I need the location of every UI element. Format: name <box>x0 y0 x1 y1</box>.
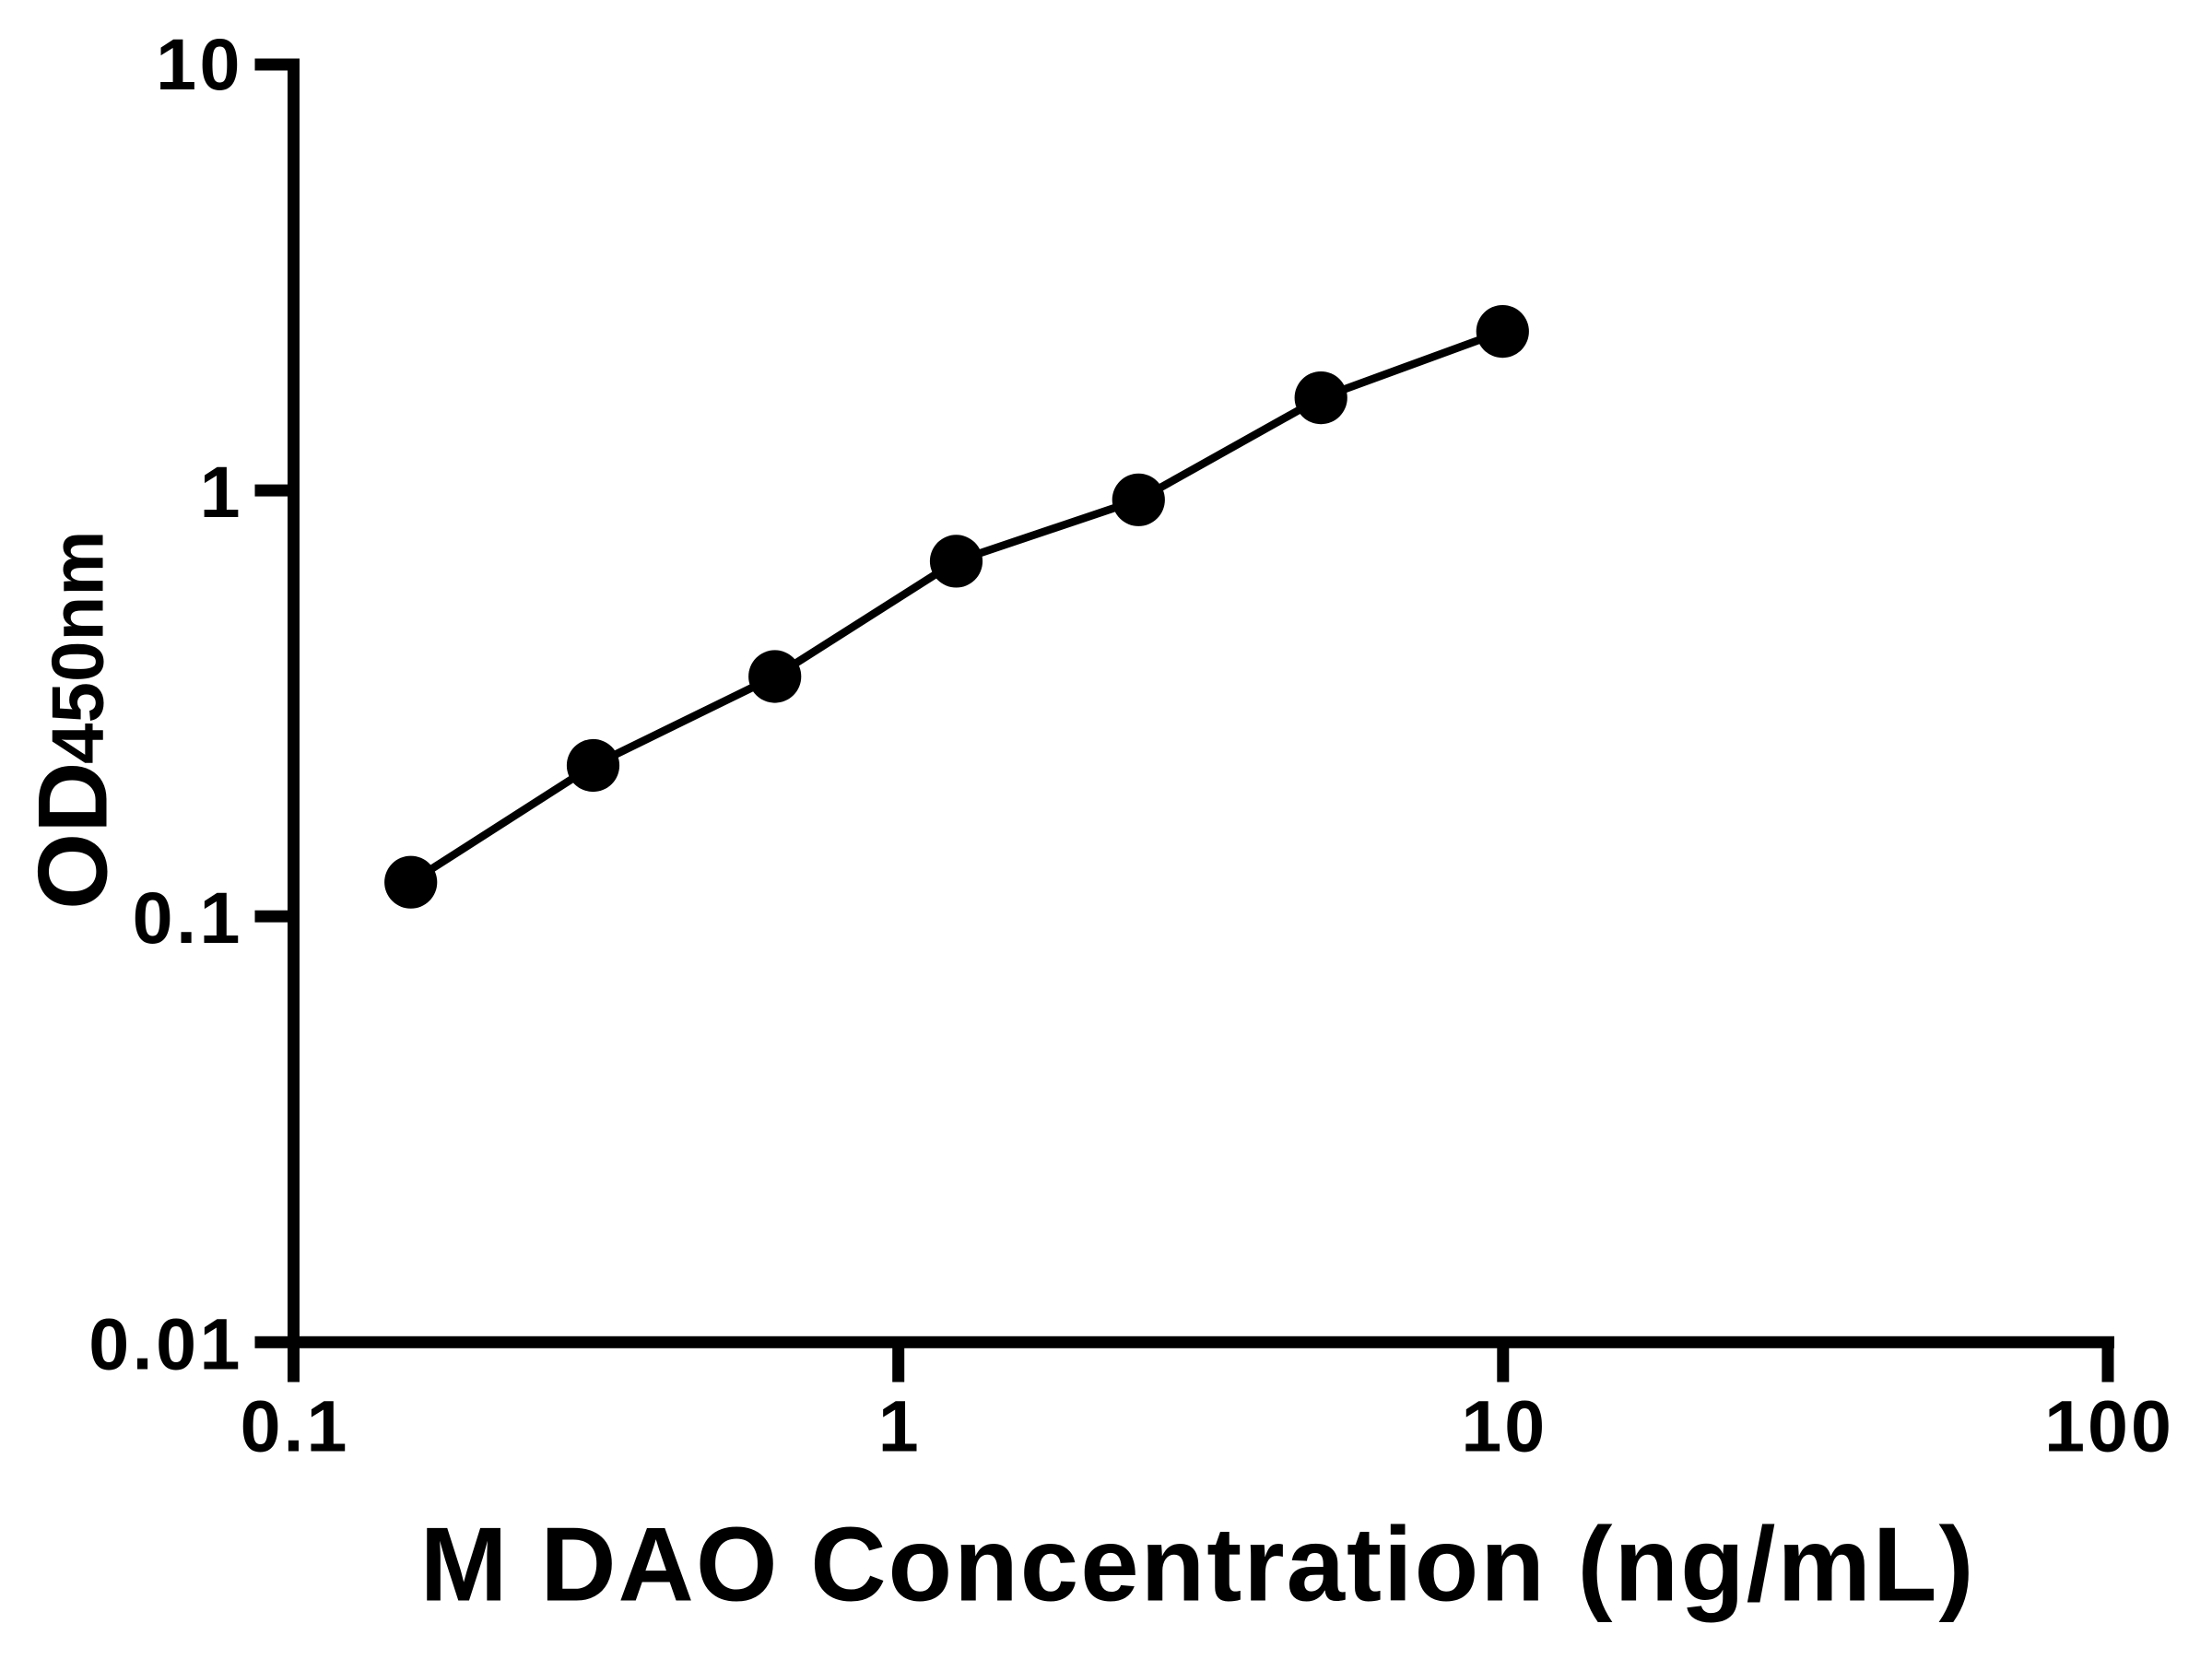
svg-text:0.1: 0.1 <box>241 1385 350 1467</box>
svg-text:10: 10 <box>156 23 243 105</box>
svg-text:0.1: 0.1 <box>133 877 243 959</box>
svg-text:450nm: 450nm <box>37 531 119 764</box>
svg-text:1: 1 <box>878 1385 922 1467</box>
svg-text:10: 10 <box>1461 1385 1547 1467</box>
svg-text:0.01: 0.01 <box>88 1302 243 1384</box>
svg-text:100: 100 <box>2044 1385 2174 1467</box>
svg-text:OD: OD <box>18 762 128 911</box>
svg-text:1: 1 <box>200 451 243 533</box>
svg-text:M DAO Concentration (ng/mL): M DAO Concentration (ng/mL) <box>420 1507 1976 1624</box>
